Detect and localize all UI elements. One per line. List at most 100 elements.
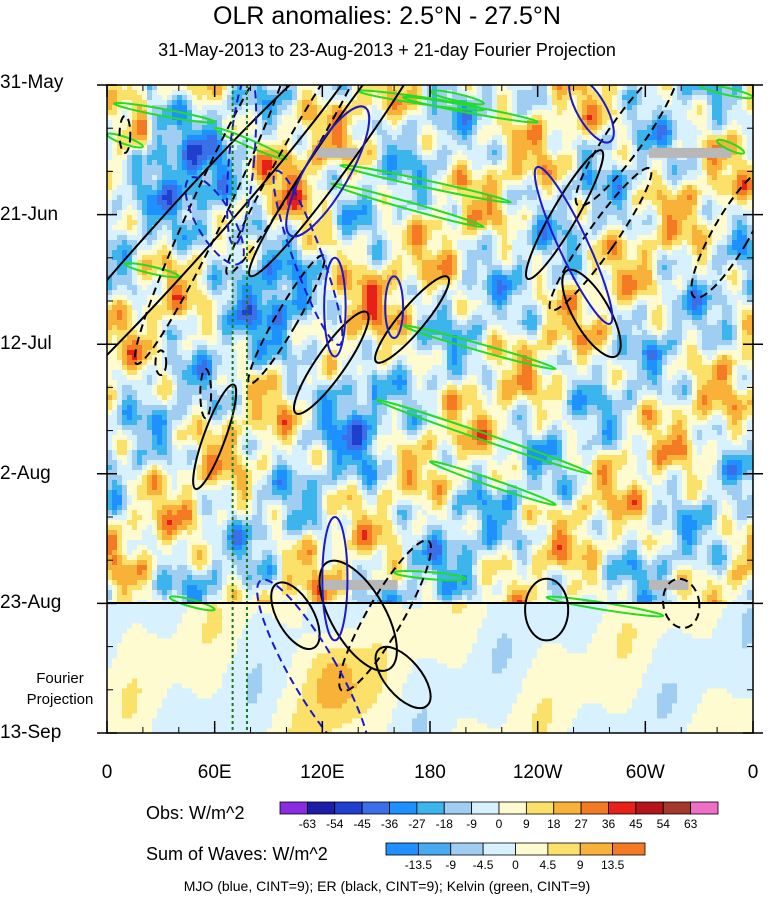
olr-cell [152,135,158,141]
olr-cell [417,255,423,261]
olr-cell [737,110,743,116]
olr-cell [382,140,388,146]
olr-cell [117,120,123,126]
olr-cell [657,130,663,136]
olr-cell [527,200,533,206]
olr-cell [212,115,218,121]
olr-cell [697,235,703,241]
olr-cell [702,165,708,171]
olr-cell [412,180,418,186]
olr-cell [687,165,693,171]
olr-cell [507,195,513,201]
olr-cell [572,205,578,211]
olr-cell [592,235,598,241]
olr-cell [107,240,113,246]
olr-cell [597,195,603,201]
olr-cell [627,145,633,151]
olr-cell [362,150,368,156]
olr-cell [507,260,513,266]
olr-cell [667,220,673,226]
olr-cell [557,110,563,116]
olr-cell [652,160,658,166]
olr-cell [432,150,438,156]
olr-cell [217,200,223,206]
olr-cell [332,215,338,221]
olr-cell [667,190,673,196]
olr-cell [582,165,588,171]
olr-cell [562,200,568,206]
olr-cell [447,170,453,176]
olr-cell [312,270,318,276]
olr-cell [652,170,658,176]
olr-cell [302,185,308,191]
olr-cell [547,250,553,256]
olr-cell [202,165,208,171]
olr-cell [122,270,128,276]
olr-cell [522,175,528,181]
olr-cell [147,235,153,241]
olr-cell [587,135,593,141]
olr-cell [317,195,323,201]
olr-cell [492,210,498,216]
olr-cell [642,230,648,236]
olr-cell [432,205,438,211]
olr-cell [667,140,673,146]
olr-cell [472,255,478,261]
olr-cell [517,215,523,221]
olr-cell [592,245,598,251]
olr-cell [452,120,458,126]
olr-cell [492,225,498,231]
olr-cell [642,240,648,246]
olr-cell [697,130,703,136]
olr-cell [652,130,658,136]
olr-cell [442,235,448,241]
olr-cell [367,215,373,221]
olr-cell [212,230,218,236]
olr-cell [302,175,308,181]
olr-cell [112,185,118,191]
olr-cell [277,255,283,261]
olr-cell [742,225,748,231]
olr-cell [257,120,263,126]
olr-cell [577,205,583,211]
olr-cell [682,180,688,186]
olr-cell [702,140,708,146]
olr-cell [157,155,163,161]
olr-cell [282,240,288,246]
olr-cell [327,240,333,246]
olr-cell [172,165,178,171]
olr-cell [292,270,298,276]
olr-cell [257,160,263,166]
olr-cell [472,180,478,186]
olr-cell [232,190,238,196]
olr-cell [462,240,468,246]
olr-cell [587,95,593,101]
olr-cell [672,200,678,206]
olr-cell [187,240,193,246]
olr-cell [487,145,493,151]
olr-cell [392,205,398,211]
olr-cell [367,105,373,111]
olr-cell [627,240,633,246]
olr-cell [567,145,573,151]
olr-cell [747,220,753,226]
chart-title: OLR anomalies: 2.5°N - 27.5°N [213,2,561,30]
olr-cell [137,225,143,231]
olr-cell [142,220,148,226]
olr-cell [322,190,328,196]
olr-cell [712,170,718,176]
olr-cell [277,120,283,126]
olr-cell [357,235,363,241]
olr-cell [137,245,143,251]
olr-cell [222,245,228,251]
olr-cell [622,85,628,91]
olr-cell [267,265,273,271]
olr-cell [632,115,638,121]
olr-cell [662,190,668,196]
olr-cell [437,225,443,231]
olr-cell [382,160,388,166]
olr-cell [432,185,438,191]
olr-cell [567,190,573,196]
olr-cell [367,145,373,151]
olr-cell [152,120,158,126]
